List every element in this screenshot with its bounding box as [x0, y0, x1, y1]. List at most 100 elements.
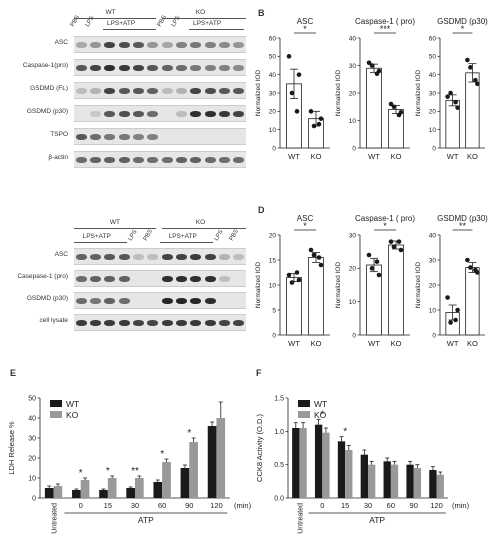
significance-mark: * [303, 24, 307, 34]
data-point [391, 244, 397, 249]
legend-label: KO [314, 410, 327, 420]
blot-band [219, 156, 230, 163]
x-tick-label: 90 [185, 501, 193, 510]
bar-ko [80, 480, 90, 498]
x-tick-label: WT [288, 339, 300, 348]
legend-swatch-ko [298, 411, 310, 418]
y-axis-label: LDH Release % [7, 421, 16, 475]
blot-band [233, 156, 245, 163]
data-point [453, 317, 458, 323]
bar-ko [322, 432, 330, 498]
legend-label: KO [66, 410, 79, 420]
data-point [445, 94, 450, 99]
data-point [475, 81, 480, 87]
blot-strip [74, 151, 246, 168]
blot-panel-a: ASC Caspase-1(pro) GSDMD (FL) GSDMD (p30) TS… [0, 0, 250, 180]
blot-band [190, 87, 202, 94]
data-point [445, 295, 450, 300]
blot-band [90, 297, 101, 304]
blot-row-label: cell lysate [39, 316, 68, 324]
blot-strip [74, 36, 246, 53]
blot-band [233, 319, 245, 326]
x-tick-label: WT [368, 152, 380, 161]
y-axis-label: Normalized IOD [335, 262, 342, 309]
y-tick-label: 15 [269, 257, 277, 264]
subgroup-label: LPS+ATP [106, 20, 136, 27]
blot-band [176, 87, 187, 94]
bar-ko [390, 464, 399, 498]
y-tick-label: 60 [269, 35, 277, 42]
bar-ko [413, 468, 422, 498]
blot-band [104, 64, 116, 71]
y-tick-label: 40 [28, 416, 36, 423]
y-tick-label: 10 [429, 307, 437, 314]
bar-wt [366, 67, 382, 149]
significance-mark: * [106, 466, 110, 477]
data-point [473, 267, 478, 273]
blot-band [176, 156, 187, 163]
blot-band [118, 156, 130, 163]
blot-band [118, 275, 130, 282]
chart-f: CCK8 Activity (O.D.) 0.0 0.5 1.0 1.5 Untreate… [255, 396, 470, 534]
significance-mark: * [303, 221, 307, 231]
chart-e: LDH Release %01020304050Untreated*0*15**… [7, 396, 252, 534]
blot-band [118, 41, 130, 48]
data-point [311, 252, 317, 258]
subgroup-label: LPS+ATP [168, 233, 197, 240]
data-point [465, 57, 470, 63]
data-point [374, 259, 380, 264]
blot-band [104, 275, 116, 282]
y-tick-label: 10 [28, 476, 36, 483]
blot-band [161, 319, 173, 326]
blot-band [233, 110, 245, 117]
blot-band [90, 41, 101, 48]
y-tick-label: 40 [429, 72, 437, 79]
blot-band [75, 41, 87, 48]
blot-band [204, 319, 216, 326]
y-tick-label: 20 [349, 90, 357, 97]
y-tick-label: 10 [349, 118, 357, 125]
x-tick-label: KO [311, 339, 322, 348]
x-tick-label: 120 [210, 501, 223, 510]
bar-ko [345, 450, 353, 498]
significance-mark: * [320, 409, 324, 420]
blot-row-label: GSDMD (FL) [30, 84, 68, 92]
data-point [294, 270, 300, 275]
blot-band [104, 133, 116, 140]
y-tick-label: 50 [269, 54, 277, 61]
data-point [473, 77, 478, 83]
blot-band [219, 41, 230, 48]
blot-row-label: Caspase-1(pro) [22, 61, 68, 69]
legend-label: WT [314, 399, 327, 409]
blot-band [161, 156, 173, 163]
significance-mark: * [461, 24, 465, 34]
data-point [398, 247, 404, 253]
blot-band [176, 41, 187, 48]
y-tick-label: 20 [349, 266, 357, 273]
blot-strip [74, 314, 246, 331]
data-point [294, 109, 300, 114]
blot-band [147, 87, 159, 94]
x-tick-label: WT [447, 152, 459, 161]
blot-band [204, 297, 216, 304]
blot-band [147, 64, 159, 71]
blot-band [75, 87, 87, 94]
blot-band [133, 87, 144, 94]
blot-strip [74, 82, 246, 99]
blot-band [204, 87, 216, 94]
blot-band [233, 87, 245, 94]
subgroup-label: LPS+ATP [82, 233, 111, 240]
data-point [318, 262, 324, 268]
blot-band [219, 87, 230, 94]
y-axis-label: CCK8 Activity (O.D.) [255, 414, 264, 482]
data-point [366, 252, 372, 258]
group-label-ko: KO [195, 219, 206, 226]
data-point [455, 105, 460, 110]
blot-band [133, 156, 144, 163]
data-point [453, 99, 458, 105]
subgroup-label: LPS+ATP [192, 20, 222, 27]
legend-swatch-wt [50, 400, 62, 407]
blot-band [118, 110, 130, 117]
blot-band [75, 297, 87, 304]
